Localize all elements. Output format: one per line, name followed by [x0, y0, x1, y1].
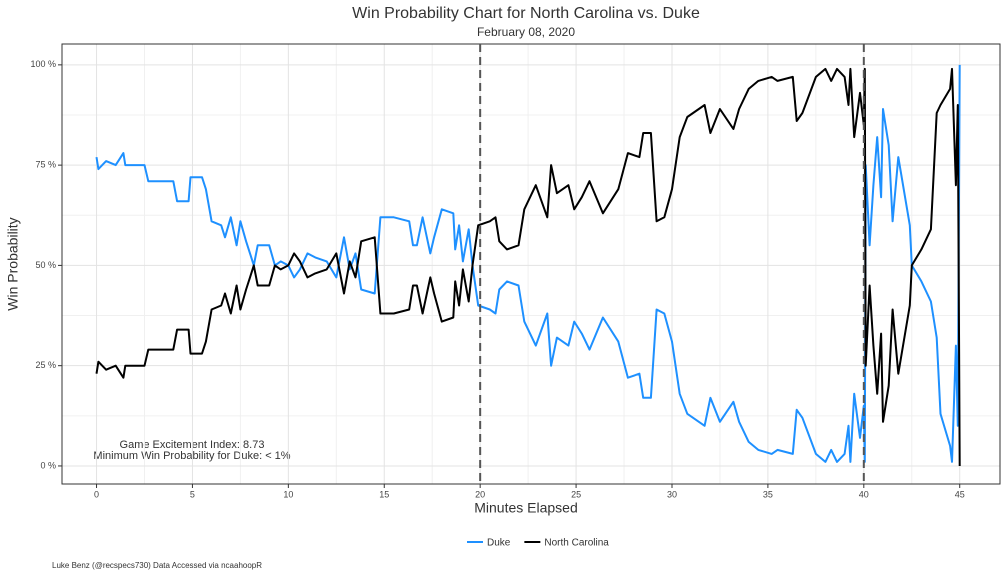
- x-tick-label: 10: [283, 489, 293, 499]
- x-tick-label: 20: [475, 489, 485, 499]
- x-tick-label: 0: [94, 489, 99, 499]
- caption: Luke Benz (@recspecs730) Data Accessed v…: [52, 561, 262, 570]
- chart-subtitle: February 08, 2020: [477, 25, 575, 39]
- x-tick-label: 40: [859, 489, 869, 499]
- x-tick-label: 35: [763, 489, 773, 499]
- legend-label: Duke: [487, 538, 511, 549]
- x-tick-label: 30: [667, 489, 677, 499]
- y-tick-label: 0 %: [40, 460, 56, 470]
- y-tick-label: 25 %: [35, 360, 56, 370]
- chart-title: Win Probability Chart for North Carolina…: [352, 5, 700, 22]
- y-tick-label: 100 %: [30, 59, 56, 69]
- y-tick-label: 50 %: [35, 260, 56, 270]
- x-tick-label: 45: [955, 489, 965, 499]
- x-tick-label: 15: [379, 489, 389, 499]
- x-axis-label: Minutes Elapsed: [474, 500, 578, 516]
- legend-label: North Carolina: [544, 538, 609, 549]
- x-tick-label: 25: [571, 489, 581, 499]
- series-line: [95, 67, 961, 467]
- y-axis-label: Win Probability: [5, 217, 21, 310]
- plot-border: [61, 43, 1001, 485]
- y-tick-label: 75 %: [35, 160, 56, 170]
- x-tick-label: 5: [190, 489, 195, 499]
